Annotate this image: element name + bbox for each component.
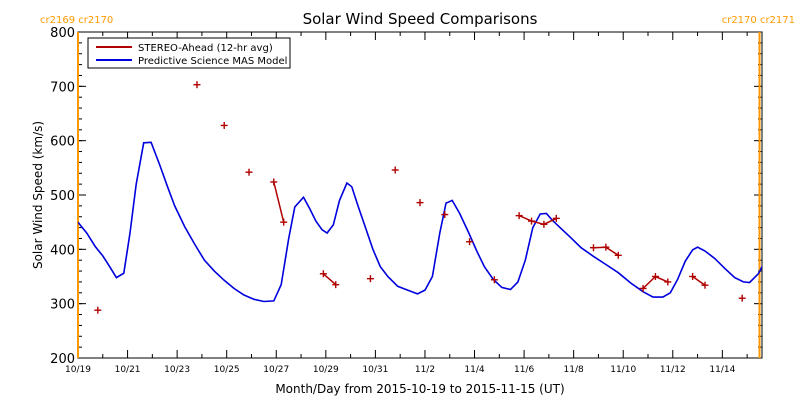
x-tick-label: 10/31 xyxy=(362,365,388,375)
data-point-stereo xyxy=(466,238,474,246)
data-point-stereo xyxy=(193,81,201,89)
y-tick-label: 700 xyxy=(50,80,75,95)
x-tick-label: 11/4 xyxy=(464,365,484,375)
data-point-stereo xyxy=(589,244,597,252)
series-layer xyxy=(78,50,762,314)
x-axis: 10/19 10/21 10/23 10/25 10/27 10/29 10/31 11/2 1… xyxy=(65,32,748,375)
data-point-stereo xyxy=(332,281,340,289)
series-segment-stereo xyxy=(322,273,337,286)
data-point-stereo xyxy=(220,121,228,129)
x-tick-label: 10/21 xyxy=(115,365,141,375)
x-tick-label: 11/6 xyxy=(514,365,534,375)
data-point-stereo xyxy=(552,214,560,222)
data-point-stereo xyxy=(245,168,253,176)
data-point-stereo xyxy=(441,211,449,219)
series-line-model xyxy=(78,141,762,303)
y-tick-label: 400 xyxy=(50,243,75,258)
x-tick-label: 10/19 xyxy=(65,365,91,375)
series-segment-stereo xyxy=(518,214,557,226)
chart-title: Solar Wind Speed Comparisons xyxy=(303,10,538,28)
data-point-stereo xyxy=(319,270,327,278)
data-point-stereo xyxy=(639,284,647,292)
series-segment-stereo xyxy=(692,275,706,286)
y-axis: 200 300 400 500 600 700 800 xyxy=(50,26,762,367)
y-tick-label: 200 xyxy=(50,352,75,367)
data-point-stereo xyxy=(738,294,746,302)
x-tick-label: 10/27 xyxy=(263,365,289,375)
data-point-stereo xyxy=(416,199,424,207)
x-tick-label: 10/25 xyxy=(214,365,240,375)
carrington-lines xyxy=(77,32,761,358)
data-point-stereo xyxy=(602,243,610,251)
legend-box xyxy=(87,37,291,69)
plot-frame xyxy=(77,31,763,359)
legend: STEREO-Ahead (12-hr avg) Predictive Scie… xyxy=(87,37,291,69)
data-point-stereo xyxy=(664,278,672,286)
x-tick-label: 11/10 xyxy=(610,365,636,375)
data-point-stereo xyxy=(270,178,278,186)
data-point-stereo xyxy=(391,166,399,174)
y-axis-label: Solar Wind Speed (km/s) xyxy=(31,121,45,269)
data-point-stereo xyxy=(280,218,288,226)
data-point-stereo xyxy=(540,220,548,228)
data-point-stereo xyxy=(528,217,536,225)
data-point-stereo xyxy=(689,273,697,280)
data-point-stereo xyxy=(701,281,709,289)
x-tick-label: 11/8 xyxy=(564,365,584,375)
legend-label-stereo: STEREO-Ahead (12-hr avg) xyxy=(138,43,273,54)
data-point-stereo xyxy=(490,276,498,284)
y-tick-label: 800 xyxy=(50,26,75,41)
x-tick-label: 10/29 xyxy=(313,365,339,375)
x-tick-label: 10/23 xyxy=(164,365,190,375)
y-tick-label: 500 xyxy=(50,189,75,204)
y-tick-label: 300 xyxy=(50,298,75,313)
x-tick-label: 11/12 xyxy=(660,365,686,375)
y-tick-label: 600 xyxy=(50,135,75,150)
carrington-label-left: cr2169 cr2170 xyxy=(40,15,113,26)
data-point-stereo xyxy=(366,275,374,283)
data-point-stereo xyxy=(515,212,523,220)
series-segment-stereo xyxy=(273,181,285,223)
x-axis-label: Month/Day from 2015-10-19 to 2015-11-15 … xyxy=(275,382,564,396)
data-point-stereo xyxy=(94,306,102,314)
data-point-stereo xyxy=(614,251,622,259)
legend-label-model: Predictive Science MAS Model xyxy=(138,56,287,67)
carrington-label-right: cr2170 cr2171 xyxy=(722,15,795,26)
x-tick-label: 11/14 xyxy=(709,365,735,375)
data-point-stereo xyxy=(651,273,659,280)
x-tick-label: 11/2 xyxy=(415,365,435,375)
